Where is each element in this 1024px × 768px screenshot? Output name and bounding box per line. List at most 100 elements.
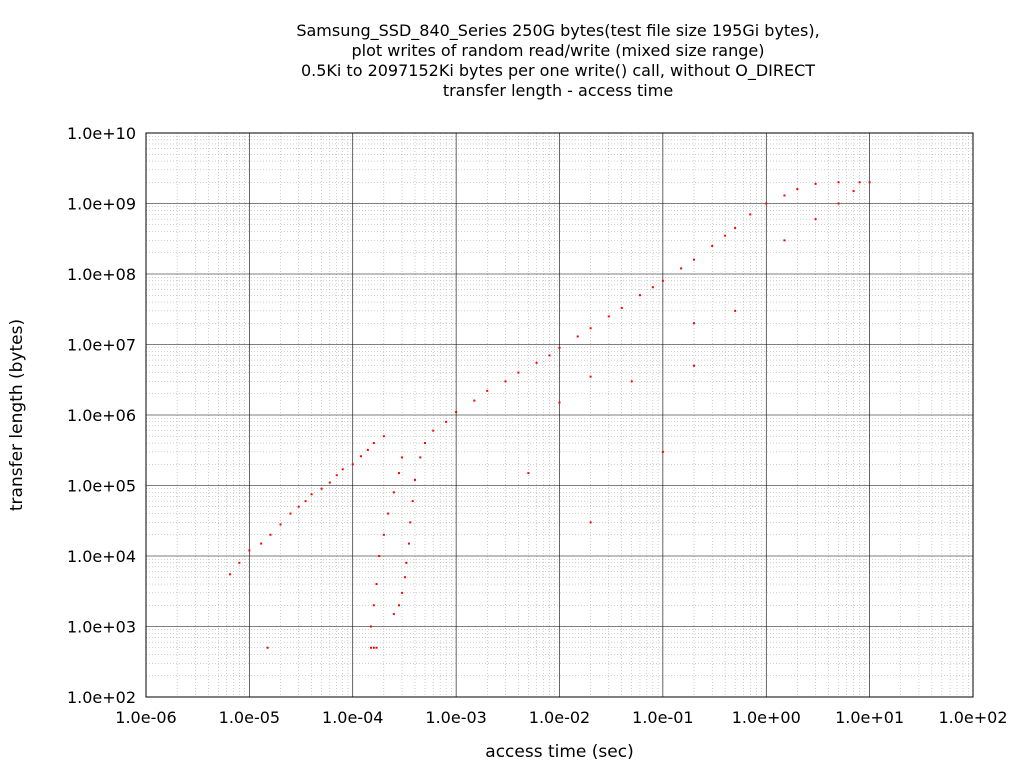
- y-tick-label: 1.0e+04: [67, 547, 136, 566]
- scatter-point: [409, 521, 412, 524]
- x-tick-label: 1.0e-03: [425, 708, 486, 727]
- scatter-point: [359, 455, 362, 458]
- scatter-point: [765, 202, 768, 205]
- scatter-point: [407, 542, 410, 545]
- scatter-point: [328, 481, 331, 484]
- chart-title-line-2: plot writes of random read/write (mixed …: [351, 41, 765, 60]
- scatter-point: [335, 474, 338, 477]
- scatter-point: [680, 267, 683, 270]
- scatter-point: [266, 646, 269, 649]
- scatter-point: [852, 190, 855, 193]
- scatter-point: [473, 399, 476, 402]
- scatter-point: [372, 646, 375, 649]
- scatter-point: [548, 354, 551, 357]
- scatter-point: [397, 604, 400, 607]
- x-tick-label: 1.0e-02: [529, 708, 590, 727]
- scatter-point: [651, 286, 654, 289]
- x-tick-label: 1.0e-05: [219, 708, 280, 727]
- scatter-point: [369, 625, 372, 628]
- scatter-point: [387, 512, 390, 515]
- y-tick-label: 1.0e+07: [67, 336, 136, 355]
- scatter-point: [504, 380, 507, 383]
- scatter-point: [445, 420, 448, 423]
- scatter-point: [558, 346, 561, 349]
- scatter-point: [369, 646, 372, 649]
- scatter-point: [576, 335, 579, 338]
- scatter-point: [397, 472, 400, 475]
- scatter-point: [692, 322, 695, 325]
- y-tick-label: 1.0e+03: [67, 618, 136, 637]
- scatter-point: [378, 555, 381, 557]
- scatter-point: [375, 646, 378, 649]
- scatter-point: [320, 487, 323, 490]
- y-tick-label: 1.0e+08: [67, 265, 136, 284]
- scatter-point: [310, 493, 313, 496]
- scatter-point: [724, 234, 727, 237]
- scatter-point: [589, 327, 592, 330]
- scatter-point: [401, 456, 404, 459]
- scatter-point: [372, 442, 375, 445]
- scatter-point: [297, 505, 300, 508]
- scatter-point: [229, 573, 232, 576]
- scatter-point: [366, 448, 369, 451]
- chart-title: Samsung_SSD_840_Series 250G bytes(test f…: [0, 21, 1024, 101]
- x-tick-label: 1.0e+02: [938, 708, 1007, 727]
- x-tick-label: 1.0e-01: [632, 708, 693, 727]
- scatter-point: [558, 401, 561, 404]
- x-axis-title: access time (sec): [485, 742, 633, 762]
- scatter-point: [403, 576, 406, 579]
- scatter-point: [419, 456, 422, 459]
- scatter-point: [783, 239, 786, 242]
- scatter-point: [607, 315, 610, 318]
- x-tick-label: 1.0e-06: [115, 708, 176, 727]
- scatter-point: [589, 375, 592, 378]
- scatter-point: [638, 294, 641, 297]
- scatter-point: [783, 194, 786, 197]
- scatter-point: [814, 218, 817, 221]
- scatter-point: [269, 533, 272, 536]
- scatter-point: [351, 463, 354, 466]
- chart-title-line-4: transfer length - access time: [442, 81, 674, 100]
- scatter-point: [711, 244, 714, 247]
- scatter-point: [432, 429, 435, 432]
- scatter-point: [304, 500, 307, 503]
- scatter-point: [455, 411, 458, 414]
- scatter-point: [814, 182, 817, 185]
- scatter-point: [858, 181, 861, 184]
- scatter-point: [837, 181, 840, 184]
- scatter-point: [405, 561, 408, 564]
- scatter-point: [413, 478, 416, 481]
- x-tick-labels: 1.0e-06 1.0e-05 1.0e-04 1.0e-03 1.0e-02 1.0e-…: [115, 708, 1007, 727]
- scatter-point: [401, 591, 404, 594]
- scatter-point: [692, 258, 695, 261]
- scatter-point: [411, 500, 414, 503]
- y-tick-label: 1.0e+05: [67, 477, 136, 496]
- scatter-point: [375, 583, 378, 586]
- scatter-point: [260, 542, 263, 545]
- scatter-point: [238, 561, 241, 564]
- scatter-point: [868, 181, 871, 184]
- scatter-point: [692, 364, 695, 367]
- scatter-point: [392, 491, 395, 494]
- scatter-point: [289, 512, 292, 515]
- scatter-point: [382, 435, 385, 438]
- y-tick-label: 1.0e+10: [67, 124, 136, 143]
- plot-frame: [145, 132, 974, 698]
- scatter-point: [734, 309, 737, 312]
- scatter-points: [229, 181, 871, 649]
- x-tick-label: 1.0e+00: [732, 708, 801, 727]
- y-tick-label: 1.0e+02: [67, 688, 136, 707]
- major-grid: [146, 133, 973, 697]
- x-tick-label: 1.0e+01: [835, 708, 904, 727]
- scatter-point: [620, 306, 623, 309]
- scatter-point: [734, 226, 737, 229]
- scatter-point: [424, 442, 427, 445]
- scatter-point: [661, 450, 664, 453]
- scatter-point: [382, 533, 385, 536]
- scatter-point: [392, 613, 395, 616]
- chart-title-line-3: 0.5Ki to 2097152Ki bytes per one write()…: [300, 61, 816, 80]
- scatter-point: [248, 549, 251, 552]
- y-tick-label: 1.0e+06: [67, 406, 136, 425]
- scatter-point: [749, 213, 752, 216]
